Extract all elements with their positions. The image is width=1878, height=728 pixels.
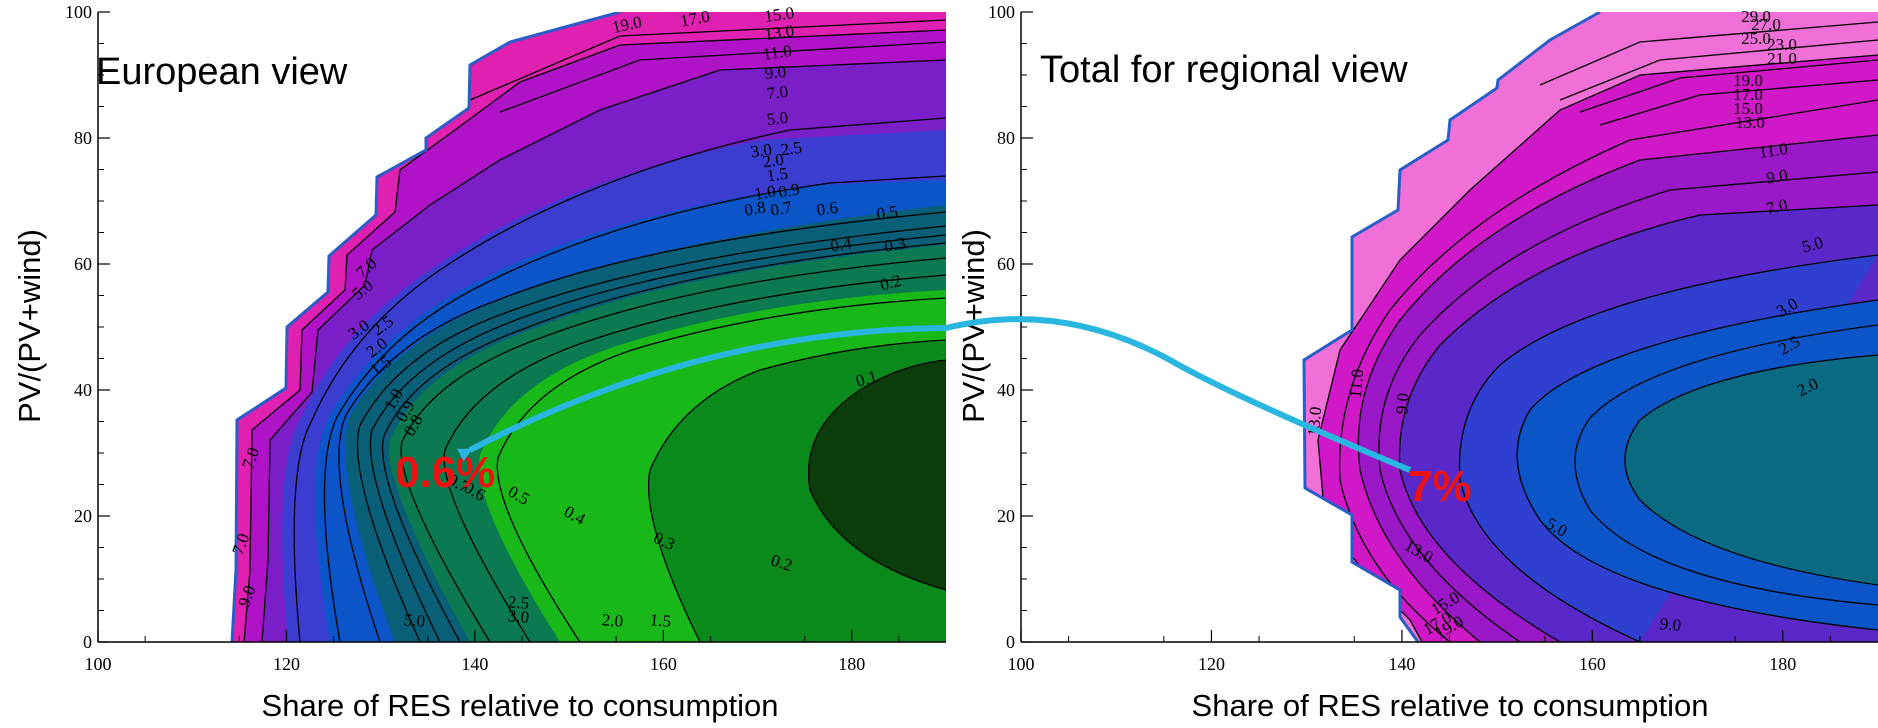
contour-label: 9.0 [1392,392,1413,415]
y-tick-label: 80 [74,128,92,148]
y-tick-label: 80 [997,128,1015,148]
x-tick-label: 120 [1198,654,1225,674]
european-view-annotation: 0.6% [395,448,495,497]
y-tick-label: 40 [997,380,1015,400]
contour-label: 21.0 [1767,49,1797,68]
x-tick-label: 140 [461,654,488,674]
comparison-arrow [457,316,1412,473]
y-tick-label: 100 [65,2,92,22]
contour-label: 3.0 [507,606,530,627]
y-tick-label: 60 [74,254,92,274]
contour-label: 0.3 [883,233,907,255]
contour-label: 27.0 [1751,15,1781,34]
contour-band [98,12,620,642]
x-tick-label: 120 [273,654,300,674]
contour-label: 9.0 [1659,614,1682,635]
contour-label: 0.5 [875,202,899,224]
contour-label: 2.5 [779,138,803,160]
regional-view-axes: 100 120 140 160 180 0 20 40 60 80 100 [988,2,1878,674]
contour-label: 2.0 [761,150,785,172]
regional-view-title: Total for regional view [1040,49,1408,91]
contour-band [808,360,946,590]
contour-label: 19.0 [1733,71,1763,90]
european-view-axes: 100 120 140 160 180 0 20 40 60 80 100 [65,2,946,674]
contour-label: 0.4 [829,233,854,255]
contour-lines [1317,21,1878,642]
contour-label: 9.0 [764,62,787,83]
x-tick-label: 100 [85,654,112,674]
contour-lines [243,19,946,642]
x-tick-label: 140 [1388,654,1415,674]
y-tick-label: 20 [997,506,1015,526]
contour-label: 2.5 [507,592,530,613]
contour-label: 2.0 [601,610,624,631]
contour-label: 0.2 [878,271,903,295]
y-tick-label: 40 [74,380,92,400]
data-boundary [1302,12,1601,642]
contour-label: 13.0 [1735,113,1765,132]
european-view-contour-field [98,12,946,642]
contour-label: 25.0 [1741,29,1771,48]
regional-view-contour-field [1021,12,1878,642]
european-view-y-axis-title: PV/(PV+wind) [12,229,47,423]
y-tick-label: 100 [988,2,1015,22]
contour-label: 13.0 [763,21,795,44]
contour-label: 17.0 [679,7,712,31]
contour-label: 1.5 [765,164,789,186]
contour-label: 0.9 [777,179,801,201]
contour-label: 7.0 [1764,195,1789,218]
contour-label: 3.0 [749,140,773,162]
contour-label: 11.0 [1346,368,1367,399]
data-boundary [230,12,621,642]
contour-label: 9.0 [1765,165,1789,187]
regional-view-chart: 100 120 140 160 180 0 20 40 60 80 100 29.027.025.0… [956,2,1878,723]
contour-label: 0.7 [769,197,794,219]
contour-label: 29.0 [1741,7,1771,26]
contour-label: 11.0 [761,41,792,64]
contour-label: 15.0 [763,3,795,26]
y-tick-label: 0 [1006,632,1015,652]
contour-band [1021,12,1600,642]
contour-label: 1.5 [649,610,672,631]
x-tick-label: 100 [1008,654,1035,674]
x-tick-label: 160 [650,654,677,674]
x-tick-label: 180 [838,654,865,674]
regional-view-x-axis-title: Share of RES relative to consumption [1192,688,1709,723]
y-tick-label: 60 [997,254,1015,274]
contour-label: 23.0 [1767,35,1797,54]
contour-label: 5.0 [403,610,426,631]
x-tick-label: 160 [1579,654,1606,674]
y-tick-label: 0 [83,632,92,652]
contour-label: 0.8 [743,197,767,219]
contour-label: 0.6 [815,198,839,220]
x-tick-label: 180 [1769,654,1796,674]
contour-label: 7.0 [766,82,789,103]
european-view-x-axis-title: Share of RES relative to consumption [262,688,779,723]
contour-label: 15.0 [1733,99,1763,118]
contour-label: 1.0 [753,181,777,203]
contour-band [1625,355,1878,585]
regional-view-contour-labels: 29.027.025.023.021.019.017.015.013.0 11.0… [1304,7,1826,643]
regional-view-annotation: 7% [1408,462,1472,511]
contour-label: 11.0 [1757,139,1788,162]
y-tick-label: 20 [74,506,92,526]
european-view-title: European view [96,51,348,93]
contour-label: 17.0 [1733,85,1763,104]
contour-label: 5.0 [766,108,789,129]
